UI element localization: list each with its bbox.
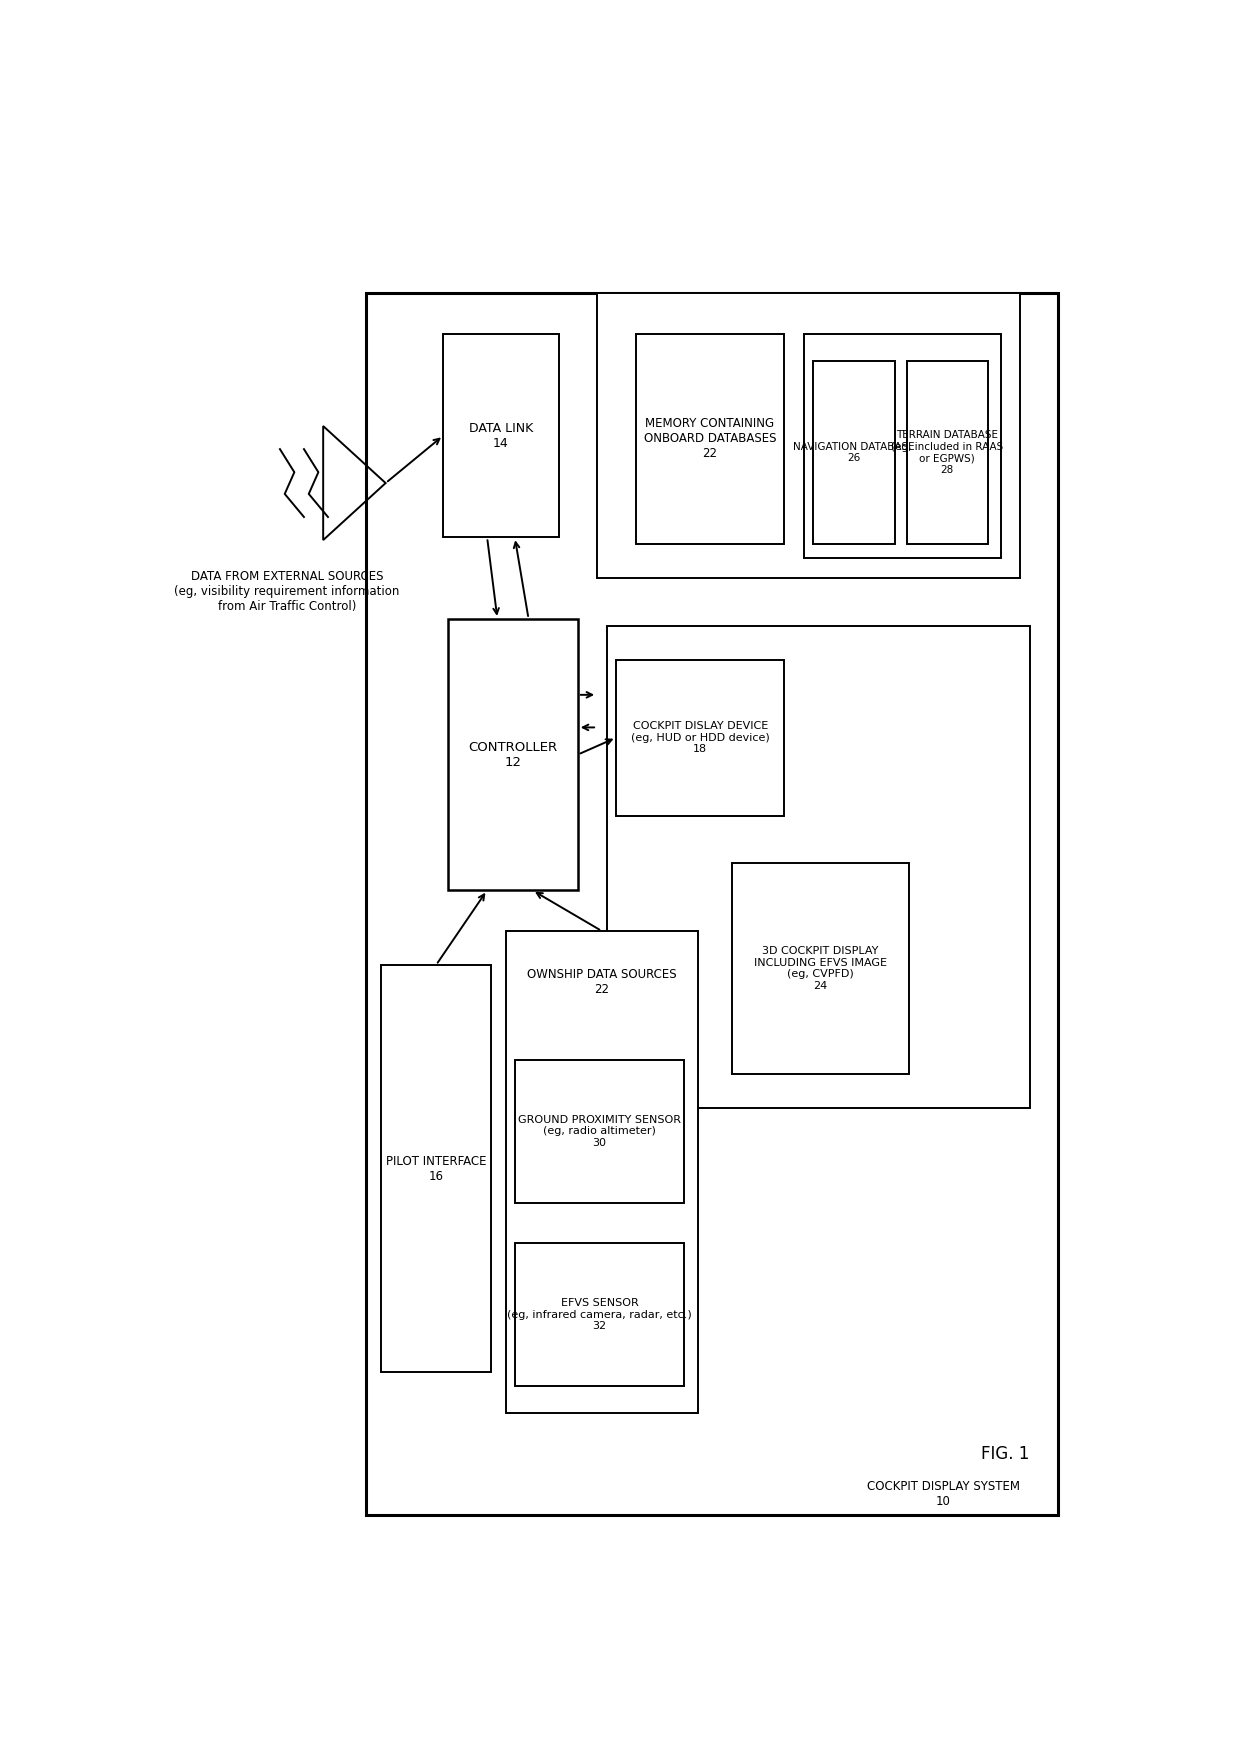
Bar [616, 659, 785, 816]
Text: TERRAIN DATABASE
(eg, included in RAAS
or EGPWS)
28: TERRAIN DATABASE (eg, included in RAAS o… [892, 430, 1003, 474]
Text: OWNSHIP DATA SOURCES
22: OWNSHIP DATA SOURCES 22 [527, 968, 677, 996]
Bar [516, 1060, 683, 1202]
Bar [906, 361, 988, 545]
Text: CONTROLLER
12: CONTROLLER 12 [469, 740, 558, 769]
Bar [596, 293, 1019, 578]
Text: DATA FROM EXTERNAL SOURCES
(eg, visibility requirement information
from Air Traf: DATA FROM EXTERNAL SOURCES (eg, visibili… [174, 569, 399, 614]
Bar [813, 361, 895, 545]
Bar [444, 333, 558, 538]
Text: NAVIGATION DATABASE
26: NAVIGATION DATABASE 26 [794, 443, 915, 464]
Text: COCKPIT DISLAY DEVICE
(eg, HUD or HDD device)
18: COCKPIT DISLAY DEVICE (eg, HUD or HDD de… [631, 721, 770, 755]
Bar [732, 864, 909, 1074]
Bar [635, 333, 785, 545]
Bar [606, 626, 1029, 1107]
Text: EFVS SENSOR
(eg, infrared camera, radar, etc.)
32: EFVS SENSOR (eg, infrared camera, radar,… [507, 1298, 692, 1331]
Text: DATA LINK
14: DATA LINK 14 [469, 421, 533, 450]
Bar [506, 931, 698, 1412]
Text: 3D COCKPIT DISPLAY
INCLUDING EFVS IMAGE
(eg, CVPFD)
24: 3D COCKPIT DISPLAY INCLUDING EFVS IMAGE … [754, 947, 887, 991]
Bar [448, 619, 578, 890]
Bar [516, 1243, 683, 1386]
Bar [381, 964, 491, 1372]
Text: PILOT INTERFACE
16: PILOT INTERFACE 16 [386, 1155, 486, 1183]
Bar [367, 293, 1058, 1514]
Text: FIG. 1: FIG. 1 [981, 1444, 1029, 1463]
Text: GROUND PROXIMITY SENSOR
(eg, radio altimeter)
30: GROUND PROXIMITY SENSOR (eg, radio altim… [518, 1114, 681, 1148]
Text: MEMORY CONTAINING
ONBOARD DATABASES
22: MEMORY CONTAINING ONBOARD DATABASES 22 [644, 418, 776, 460]
Text: COCKPIT DISPLAY SYSTEM
10: COCKPIT DISPLAY SYSTEM 10 [867, 1481, 1019, 1509]
Bar [804, 333, 1001, 557]
